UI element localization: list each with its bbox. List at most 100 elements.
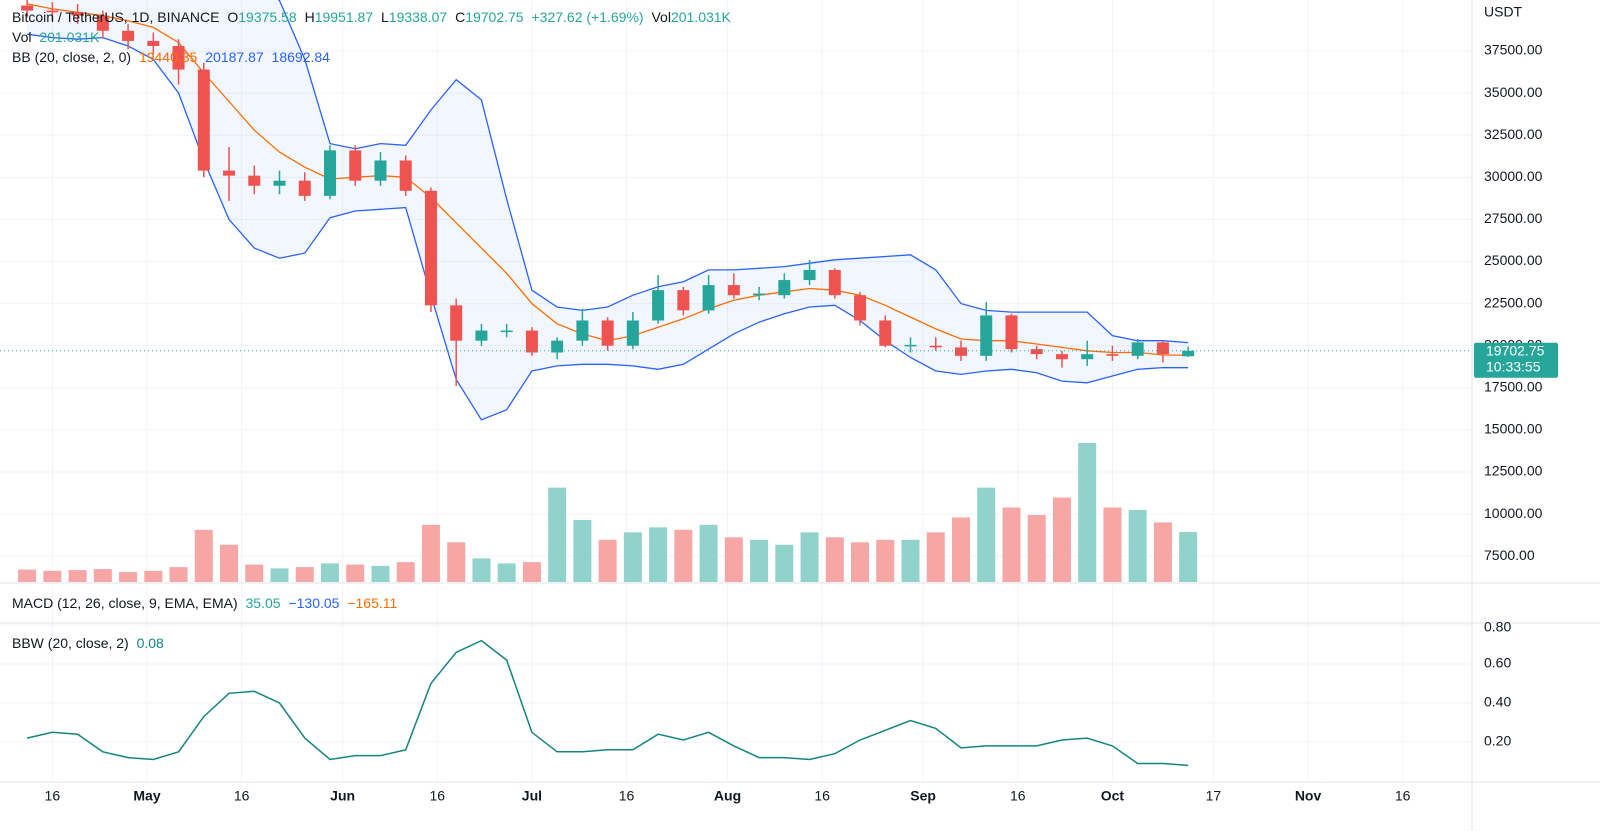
currency: USDT — [1484, 4, 1523, 20]
x-tick-label: 16 — [234, 788, 250, 804]
candle-body — [71, 12, 84, 16]
volume-bar — [977, 487, 996, 582]
x-tick-label: 16 — [45, 788, 61, 804]
candle-body — [626, 320, 639, 346]
vol-value: 201.031K — [671, 9, 732, 25]
volume-bar — [497, 563, 516, 582]
bbw-tick-label: 0.20 — [1484, 733, 1511, 749]
candle-body — [1055, 354, 1068, 360]
y-tick-label: 25000.00 — [1484, 252, 1543, 268]
volume-bar — [119, 572, 138, 582]
candle-body — [500, 330, 513, 333]
volume-bar — [1179, 532, 1198, 582]
macd-signal: −130.05 — [288, 595, 339, 611]
candle-body — [1005, 315, 1018, 350]
volume-bar — [1078, 442, 1097, 582]
volume-bar — [1052, 497, 1071, 582]
candle-body — [854, 295, 867, 321]
volume-bar — [1103, 507, 1122, 582]
volume-bar — [320, 563, 339, 582]
o-letter: O — [227, 9, 238, 25]
bbw-tick-label: 0.40 — [1484, 694, 1511, 710]
volume-bar — [926, 532, 945, 582]
vol-name: Vol — [651, 9, 670, 25]
y-tick-label: 7500.00 — [1484, 547, 1535, 563]
x-tick-label: Jun — [330, 788, 355, 804]
candle-body — [778, 280, 791, 296]
volume-bar — [522, 562, 541, 582]
volume-bar — [851, 542, 870, 582]
volume-bar — [220, 544, 239, 582]
candle-body — [525, 330, 538, 353]
h-value: 19951.87 — [315, 9, 374, 25]
price-tag-countdown: 10:33:55 — [1486, 358, 1541, 374]
candle-body — [677, 290, 690, 311]
volume-bar — [1002, 507, 1021, 582]
candle-body — [223, 170, 236, 176]
volume-bar — [775, 544, 794, 582]
y-tick-label: 35000.00 — [1484, 84, 1543, 100]
candle-body — [475, 330, 488, 341]
volume-bar — [1153, 522, 1172, 582]
macd-value: 35.05 — [246, 595, 281, 611]
candle-body — [980, 315, 993, 356]
candle-body — [122, 30, 135, 41]
volume-bar — [93, 569, 112, 582]
volume-bar — [750, 539, 769, 582]
x-tick-label: 17 — [1206, 788, 1222, 804]
volume-bar — [194, 529, 213, 582]
legend: Bitcoin / TetherUS, 1D, BINANCE O19375.5… — [12, 9, 732, 651]
volume-bar — [68, 570, 87, 582]
y-tick-label: 22500.00 — [1484, 294, 1543, 310]
volume-bar — [548, 487, 567, 582]
candle-body — [954, 347, 967, 356]
x-tick-label: Nov — [1295, 788, 1322, 804]
volume-bar — [951, 517, 970, 582]
candle-body — [702, 285, 715, 311]
vol-value: 201.031K — [39, 29, 100, 45]
candle-body — [576, 320, 589, 341]
y-tick-label: 30000.00 — [1484, 168, 1543, 184]
candle-body — [323, 150, 336, 196]
volume-bar — [800, 532, 819, 582]
c-letter: C — [455, 9, 465, 25]
x-tick-label: Oct — [1101, 788, 1125, 804]
volume-bar — [447, 542, 466, 582]
volume-bar — [674, 529, 693, 582]
volume-bar — [699, 524, 718, 582]
bb-upper-value: 20187.87 — [205, 49, 264, 65]
x-tick-label: Jul — [522, 788, 542, 804]
bbw-line — [26, 639, 1189, 767]
volume-bar — [573, 519, 592, 582]
candle-body — [1131, 342, 1144, 356]
candle-body — [803, 269, 816, 281]
x-tick-label: May — [133, 788, 160, 804]
candle-body — [298, 180, 311, 196]
legend-main: Bitcoin / TetherUS, 1D, BINANCE O19375.5… — [12, 9, 732, 25]
bb-name: BB (20, close, 2, 0) — [12, 49, 131, 65]
macd-name: MACD (12, 26, close, 9, EMA, EMA) — [12, 595, 238, 611]
candle-body — [727, 285, 740, 296]
volume-bar — [396, 562, 415, 582]
x-tick-label: 16 — [619, 788, 635, 804]
volume-bar — [18, 569, 37, 582]
candle-body — [1030, 349, 1043, 355]
vol-name: Vol — [12, 29, 31, 45]
volume-bar — [270, 568, 289, 582]
candle-body — [248, 175, 261, 186]
x-tick-label: 16 — [1010, 788, 1026, 804]
candle-body — [879, 320, 892, 346]
y-tick-label: 32500.00 — [1484, 126, 1543, 142]
bbw-tick-label: 0.80 — [1484, 619, 1511, 635]
candle-body — [172, 45, 185, 70]
bb-upper — [277, 0, 1189, 344]
candle-body — [96, 15, 109, 31]
price-pane — [0, 0, 1472, 582]
candle-body — [652, 290, 665, 321]
x-tick-label: 16 — [429, 788, 445, 804]
bbw-name: BBW (20, close, 2) — [12, 635, 129, 651]
candle-body — [147, 40, 160, 46]
symbol: Bitcoin / TetherUS, 1D, BINANCE — [12, 9, 219, 25]
bb-middle-value: 19440.35 — [139, 49, 198, 65]
